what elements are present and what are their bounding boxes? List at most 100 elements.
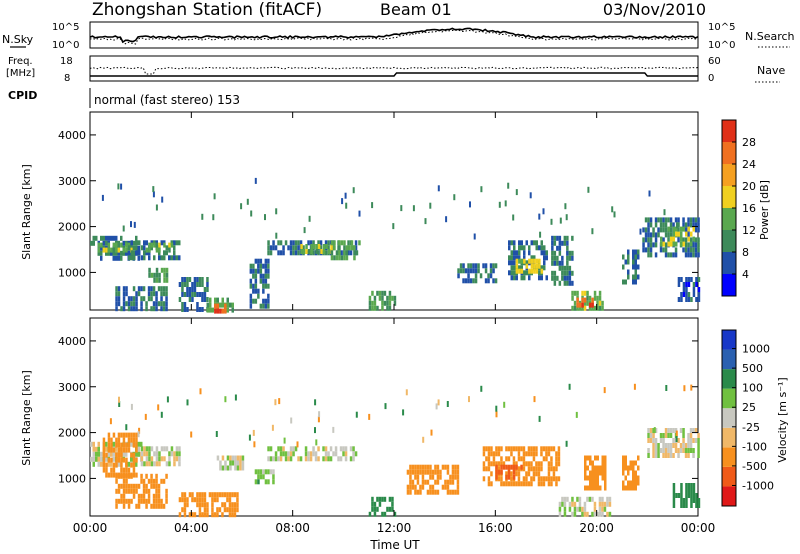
velocity-cell <box>525 481 528 487</box>
power-cell <box>132 286 136 292</box>
velocity-cell <box>647 448 650 453</box>
power-cell <box>662 222 665 228</box>
velocity-cell <box>424 469 427 475</box>
velocity-cell <box>532 476 536 482</box>
power-cell <box>297 240 300 246</box>
power-cell <box>138 240 141 246</box>
power-cell <box>274 245 278 251</box>
power-cell <box>107 242 111 248</box>
velocity-cell <box>228 512 232 518</box>
power-cell <box>695 297 698 302</box>
velocity-cell <box>155 478 158 484</box>
velocity-cell <box>122 467 126 473</box>
velocity-cell <box>505 464 508 470</box>
power-cell <box>249 293 253 299</box>
power-cell <box>308 215 311 222</box>
velocity-cell <box>231 507 234 513</box>
power-cell <box>150 286 153 292</box>
power-cell <box>649 242 653 248</box>
velocity-cell <box>152 498 156 504</box>
velocity-cell <box>228 497 232 503</box>
velocity-cell <box>687 488 691 493</box>
velocity-cell <box>414 489 417 495</box>
velocity-cell <box>687 438 690 443</box>
power-cell <box>576 290 579 296</box>
power-cell <box>249 263 253 269</box>
velocity-cell <box>178 456 181 462</box>
colorbar-segment <box>722 208 736 230</box>
power-cell <box>624 279 627 285</box>
power-cell <box>115 255 118 261</box>
velocity-cell <box>679 428 683 433</box>
power-cell <box>165 267 169 273</box>
power-cell <box>371 290 374 296</box>
velocity-cell <box>236 502 239 508</box>
velocity-cell <box>566 496 569 502</box>
velocity-cell <box>125 498 128 504</box>
power-cell <box>140 255 143 261</box>
velocity-cell <box>130 473 133 479</box>
velocity-cell <box>436 479 440 485</box>
power-cell <box>183 292 187 297</box>
velocity-cell <box>540 451 543 457</box>
power-cell <box>543 255 546 261</box>
power-cell <box>343 250 346 256</box>
velocity-cell <box>150 478 153 484</box>
power-cell <box>152 286 156 292</box>
freq-trace <box>90 72 698 77</box>
power-cell <box>100 255 103 261</box>
velocity-cell <box>110 467 113 473</box>
velocity-cell <box>135 503 138 509</box>
power-cell <box>551 270 554 276</box>
power-cell <box>150 245 153 251</box>
velocity-cell <box>675 430 678 437</box>
velocity-cell <box>441 484 445 490</box>
velocity-cell <box>431 474 435 480</box>
power-cell <box>553 275 557 281</box>
velocity-cell <box>446 464 450 470</box>
power-cell <box>381 305 384 311</box>
velocity-cell <box>692 488 696 493</box>
power-cell <box>252 263 255 269</box>
power-cell <box>148 255 151 261</box>
power-cell <box>551 250 554 256</box>
power-cell <box>634 269 637 275</box>
velocity-cell <box>135 461 138 467</box>
power-cell <box>692 222 695 228</box>
velocity-cell <box>138 427 141 434</box>
power-cell <box>510 275 513 281</box>
velocity-cell <box>122 451 125 457</box>
power-cell <box>680 231 683 237</box>
power-cell <box>122 296 126 302</box>
power-cell <box>264 283 268 289</box>
velocity-cell <box>547 451 551 457</box>
velocity-cell <box>416 474 420 480</box>
power-cell <box>338 245 341 251</box>
velocity-cell <box>596 470 599 476</box>
power-cell <box>667 217 670 223</box>
power-cell <box>132 245 135 251</box>
velocity-cell <box>317 456 320 462</box>
velocity-cell <box>454 474 457 480</box>
velocity-cell <box>102 442 106 448</box>
velocity-cell <box>142 488 146 494</box>
power-cell <box>145 240 148 246</box>
power-cell <box>637 249 640 255</box>
velocity-cell <box>183 507 187 513</box>
power-cell <box>117 296 121 302</box>
velocity-cell <box>430 429 433 436</box>
power-cell <box>654 232 658 238</box>
power-cell <box>697 242 700 248</box>
velocity-cell <box>497 461 501 467</box>
velocity-cell <box>690 384 693 391</box>
power-cell <box>583 305 587 311</box>
colorbar-tick-label: -25 <box>742 421 760 434</box>
velocity-cell <box>122 437 126 443</box>
velocity-cell <box>507 464 511 470</box>
velocity-cell <box>487 466 491 472</box>
power-cell <box>122 225 125 232</box>
velocity-cell <box>588 496 592 502</box>
velocity-cell <box>654 438 658 443</box>
velocity-cell <box>229 460 232 466</box>
power-cell <box>682 292 686 297</box>
